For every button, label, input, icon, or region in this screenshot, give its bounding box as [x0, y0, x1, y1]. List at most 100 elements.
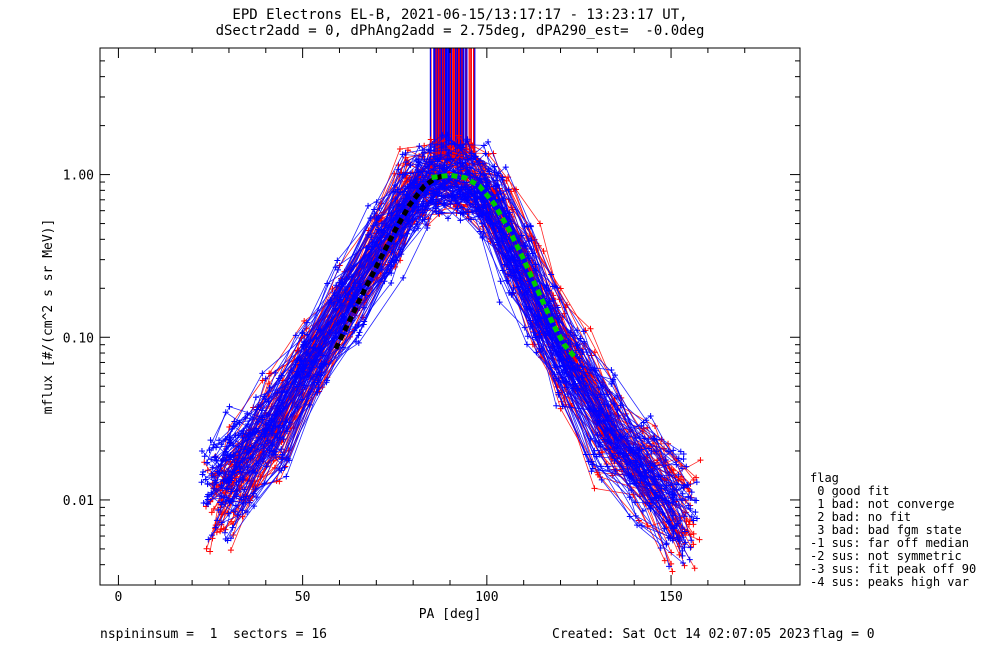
data-point-marker — [522, 242, 529, 249]
data-point-marker — [642, 474, 649, 481]
data-point-marker — [466, 170, 473, 177]
data-point-marker — [253, 406, 260, 413]
legend-entry: -3 sus: fit peak off 90 — [810, 562, 977, 576]
data-point-marker — [663, 540, 670, 547]
data-point-marker — [661, 445, 668, 452]
data-point-marker — [549, 283, 556, 290]
fit-curve — [333, 173, 444, 350]
spin-trace-line — [220, 174, 685, 530]
data-point-marker — [431, 163, 438, 170]
data-point-marker — [441, 178, 448, 185]
data-point-marker — [412, 177, 419, 184]
data-point-marker — [485, 138, 492, 145]
data-point-marker — [679, 465, 686, 472]
data-point-marker — [203, 459, 210, 466]
data-point-marker — [679, 552, 686, 559]
data-point-marker — [252, 394, 259, 401]
axes — [99, 47, 801, 586]
data-point-marker — [540, 248, 547, 255]
data-point-marker — [680, 560, 687, 566]
data-point-marker — [251, 503, 258, 510]
data-point-marker — [268, 370, 275, 377]
data-point-marker — [486, 168, 493, 175]
data-point-marker — [680, 451, 687, 458]
data-point-marker — [687, 544, 694, 551]
data-point-marker — [218, 482, 225, 489]
x-tick-label: 150 — [659, 590, 682, 605]
data-point-marker — [624, 433, 631, 440]
data-point-marker — [453, 183, 460, 190]
data-point-marker — [207, 437, 214, 444]
data-point-marker — [435, 210, 442, 217]
data-point-marker — [640, 419, 647, 426]
data-point-marker — [639, 507, 646, 514]
data-point-marker — [527, 223, 534, 230]
data-point-marker — [468, 216, 475, 223]
data-point-marker — [253, 494, 260, 501]
data-point-marker — [400, 274, 407, 281]
data-point-marker — [444, 146, 451, 153]
data-point-marker — [554, 304, 561, 311]
data-point-marker — [657, 545, 664, 552]
data-point-marker — [615, 412, 622, 419]
data-point-marker — [676, 551, 683, 558]
data-point-marker — [527, 323, 534, 330]
clipped-traces — [198, 48, 704, 575]
data-point-marker — [532, 261, 539, 268]
legend-entry: 1 bad: not converge — [810, 497, 955, 511]
data-point-marker — [234, 511, 241, 518]
y-tick-label: 0.10 — [63, 331, 94, 346]
spin-trace-line — [226, 184, 686, 530]
data-point-marker — [574, 385, 581, 392]
data-point-marker — [440, 201, 447, 208]
data-point-marker — [420, 149, 427, 156]
data-point-marker — [574, 362, 581, 369]
data-point-marker — [293, 357, 300, 364]
data-point-marker — [239, 434, 246, 441]
data-point-marker — [658, 485, 665, 492]
data-point-marker — [468, 150, 475, 157]
data-point-marker — [203, 545, 210, 552]
data-point-marker — [457, 160, 464, 167]
data-point-marker — [317, 363, 324, 370]
data-point-marker — [399, 232, 406, 239]
data-point-marker — [262, 431, 269, 438]
data-point-marker — [605, 412, 612, 419]
data-point-marker — [595, 412, 602, 419]
data-point-marker — [218, 501, 225, 508]
data-point-marker — [225, 510, 232, 517]
data-point-marker — [373, 216, 380, 223]
data-point-marker — [253, 425, 260, 432]
data-point-marker — [619, 433, 626, 440]
data-point-marker — [360, 304, 367, 311]
chart-title-line1: EPD Electrons EL-B, 2021-06-15/13:17:17 … — [232, 7, 688, 23]
data-point-marker — [651, 494, 658, 501]
data-point-marker — [427, 136, 434, 143]
data-point-marker — [396, 171, 403, 178]
data-point-marker — [583, 349, 590, 356]
data-point-marker — [556, 363, 563, 370]
data-point-marker — [421, 156, 428, 163]
data-point-marker — [465, 193, 472, 200]
data-point-marker — [524, 341, 531, 348]
footer-created: Created: Sat Oct 14 02:07:05 2023 — [552, 627, 811, 642]
data-point-marker — [208, 470, 215, 477]
data-point-marker — [588, 468, 595, 475]
data-point-marker — [434, 192, 441, 199]
data-point-marker — [395, 166, 402, 173]
fit-curve — [431, 172, 578, 360]
data-point-marker — [433, 200, 440, 207]
data-point-marker — [286, 419, 293, 426]
data-point-marker — [479, 234, 486, 241]
data-point-marker — [203, 500, 210, 507]
data-point-marker — [688, 489, 695, 496]
data-point-marker — [445, 215, 452, 222]
data-point-marker — [679, 525, 686, 532]
data-point-marker — [371, 210, 378, 217]
data-point-marker — [429, 141, 436, 148]
data-point-marker — [324, 280, 331, 287]
data-point-marker — [215, 507, 222, 514]
data-point-marker — [468, 186, 475, 193]
data-point-marker — [668, 549, 675, 556]
data-point-marker — [437, 155, 444, 162]
